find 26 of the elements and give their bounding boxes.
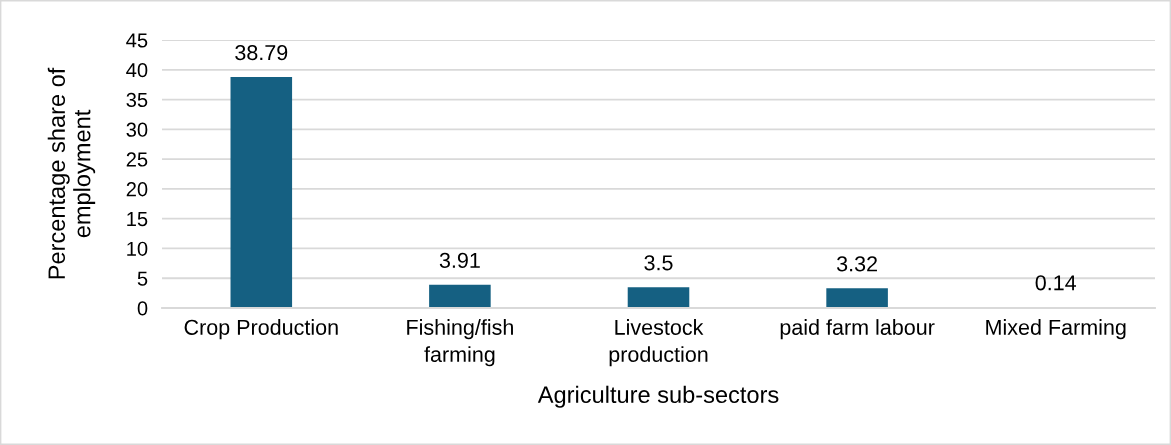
y-tick-label: 25	[126, 152, 148, 167]
x-tick-label: Mixed Farming	[986, 319, 1126, 340]
data-label: 38.79	[235, 44, 288, 61]
data-label: 3.5	[644, 255, 673, 271]
y-tick-label: 0	[137, 301, 148, 316]
x-tick-label: Fishing/fish farming	[407, 319, 513, 367]
data-label: 3.91	[439, 252, 480, 268]
y-tick-label: 15	[127, 212, 148, 227]
data-label: 0.14	[1035, 275, 1077, 291]
bar	[429, 284, 491, 308]
x-axis-title: Agriculture sub-sectors	[537, 385, 779, 408]
x-tick-label: Crop Production	[184, 319, 338, 340]
y-tick-label: 35	[126, 92, 148, 108]
y-tick-label: 20	[126, 182, 148, 197]
y-tick-label: 5	[137, 271, 148, 286]
data-label: 3.32	[836, 256, 877, 272]
bar	[627, 287, 690, 308]
x-tick-label: paid farm labour	[780, 319, 935, 340]
y-tick-label: 45	[126, 33, 148, 48]
x-tick-label: Livestock production	[609, 319, 708, 367]
y-axis-title: Percentage share of employment	[47, 67, 96, 279]
bar	[826, 288, 888, 308]
bar	[230, 76, 293, 308]
y-tick-label: 40	[126, 63, 148, 78]
y-tick-label: 30	[126, 122, 148, 137]
y-tick-label: 10	[127, 241, 148, 256]
